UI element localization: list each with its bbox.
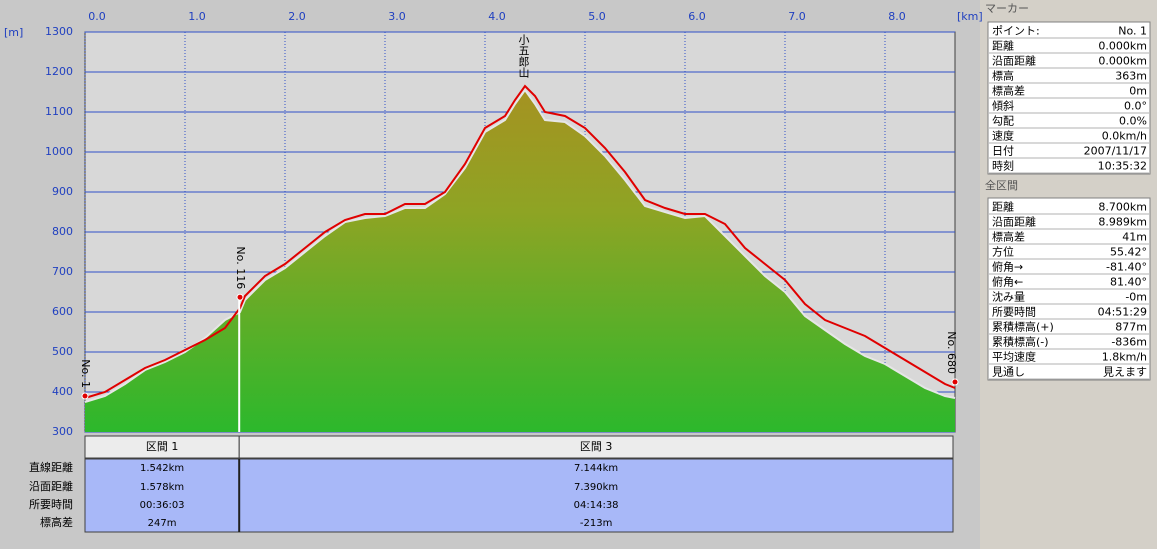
y-tick-label: 500 xyxy=(52,345,73,358)
panel-key: 累積標高(-) xyxy=(992,335,1049,349)
cell: 7.390km xyxy=(574,482,618,493)
terrain-edge xyxy=(84,88,956,403)
cell: 00:36:03 xyxy=(140,500,185,511)
cell: 247m xyxy=(148,518,177,529)
panel-value: 見えます xyxy=(1103,366,1147,379)
panel-value: 0.000km xyxy=(1098,40,1147,53)
panel-key: 日付 xyxy=(992,145,1014,158)
panel-key: 勾配 xyxy=(992,115,1014,128)
y-tick-label: 800 xyxy=(52,225,73,238)
marker-label: No. 116 xyxy=(234,246,247,289)
panel-value: 81.40° xyxy=(1110,276,1147,289)
row-label: 標高差 xyxy=(40,515,73,529)
panel-key: 沈み量 xyxy=(992,290,1025,304)
row-label: 沿面距離 xyxy=(29,479,73,493)
cell: 1.542km xyxy=(140,463,184,474)
panel-value: -81.40° xyxy=(1106,261,1147,274)
x-tick-label: 8.0 xyxy=(888,10,906,23)
panel-value: 2007/11/17 xyxy=(1084,145,1147,158)
panel-value: 363m xyxy=(1115,70,1147,83)
x-unit: [km] xyxy=(957,10,983,23)
panel-value: 877m xyxy=(1115,321,1147,334)
panel-value: -836m xyxy=(1111,336,1147,349)
panel-title: マーカー xyxy=(985,2,1029,15)
y-tick-label: 600 xyxy=(52,305,73,318)
y-tick-label: 1300 xyxy=(45,25,73,38)
x-tick-label: 7.0 xyxy=(788,10,806,23)
panel-key: 所要時間 xyxy=(992,306,1036,319)
panel-key: 距離 xyxy=(992,39,1014,53)
panel-key: 俯角→ xyxy=(992,260,1023,274)
y-tick-label: 1000 xyxy=(45,145,73,158)
panel-value: 55.42° xyxy=(1110,246,1147,259)
route-marker xyxy=(81,392,89,400)
column-header-label: 区間 3 xyxy=(580,440,613,453)
panel-key: 見通し xyxy=(992,366,1025,379)
panel-value: 8.700km xyxy=(1098,201,1147,214)
y-tick-label: 900 xyxy=(52,185,73,198)
panel-key: 傾斜 xyxy=(992,99,1014,113)
panel-title: 全区間 xyxy=(985,178,1018,192)
y-tick-label: 300 xyxy=(52,425,73,438)
panel-key: 時刻 xyxy=(992,159,1014,173)
y-tick-label: 400 xyxy=(52,385,73,398)
x-tick-label: 4.0 xyxy=(488,10,506,23)
panel-value: No. 1 xyxy=(1118,25,1147,38)
x-tick-label: 5.0 xyxy=(588,10,606,23)
panel-value: 0.000km xyxy=(1098,55,1147,68)
panel-key: 標高差 xyxy=(992,230,1025,244)
table-body xyxy=(84,458,954,533)
panel-key: 沿面距離 xyxy=(992,215,1036,229)
panel-value: 8.989km xyxy=(1098,216,1147,229)
column-header xyxy=(238,435,954,459)
y-unit: [m] xyxy=(4,26,23,39)
row-label: 直線距離 xyxy=(29,460,73,474)
x-tick-label: 0.0 xyxy=(88,10,106,23)
panel-value: 1.8km/h xyxy=(1102,351,1147,364)
panel-key: 速度 xyxy=(992,129,1014,143)
panel-key: 俯角← xyxy=(992,275,1023,289)
panel-key: 標高差 xyxy=(992,84,1025,98)
y-tick-label: 1200 xyxy=(45,65,73,78)
panel-value: 0m xyxy=(1129,85,1147,98)
panel-key: 累積標高(+) xyxy=(992,320,1054,334)
x-tick-label: 3.0 xyxy=(388,10,406,23)
marker-label: No. 1 xyxy=(79,359,92,388)
cell: -213m xyxy=(580,518,612,529)
y-tick-label: 700 xyxy=(52,265,73,278)
marker-label: No. 680 xyxy=(945,331,958,374)
y-tick-label: 1100 xyxy=(45,105,73,118)
cell: 1.578km xyxy=(140,482,184,493)
x-tick-label: 6.0 xyxy=(688,10,706,23)
terrain-fill xyxy=(85,90,955,432)
x-tick-label: 2.0 xyxy=(288,10,306,23)
panel-key: 沿面距離 xyxy=(992,54,1036,68)
route-marker xyxy=(236,293,244,301)
panel-value: -0m xyxy=(1125,291,1147,304)
panel-key: ポイント: xyxy=(992,25,1040,38)
route-marker xyxy=(951,378,959,386)
route-line xyxy=(84,84,956,399)
panel-value: 41m xyxy=(1122,231,1147,244)
panel-key: 方位 xyxy=(992,245,1014,259)
x-tick-label: 1.0 xyxy=(188,10,206,23)
cell: 7.144km xyxy=(574,463,618,474)
peak-label: 小五郎山 xyxy=(517,34,530,78)
panel-key: 距離 xyxy=(992,200,1014,214)
panel-value: 10:35:32 xyxy=(1098,160,1147,173)
row-label: 所要時間 xyxy=(29,498,73,511)
panel-value: 0.0% xyxy=(1119,115,1147,128)
panel-value: 0.0km/h xyxy=(1102,130,1147,143)
panel-value: 0.0° xyxy=(1124,100,1147,113)
panel-key: 標高 xyxy=(992,69,1014,83)
panel-key: 平均速度 xyxy=(992,350,1036,364)
column-header-label: 区間 1 xyxy=(146,440,179,453)
panel-value: 04:51:29 xyxy=(1098,306,1147,319)
cell: 04:14:38 xyxy=(574,500,619,511)
